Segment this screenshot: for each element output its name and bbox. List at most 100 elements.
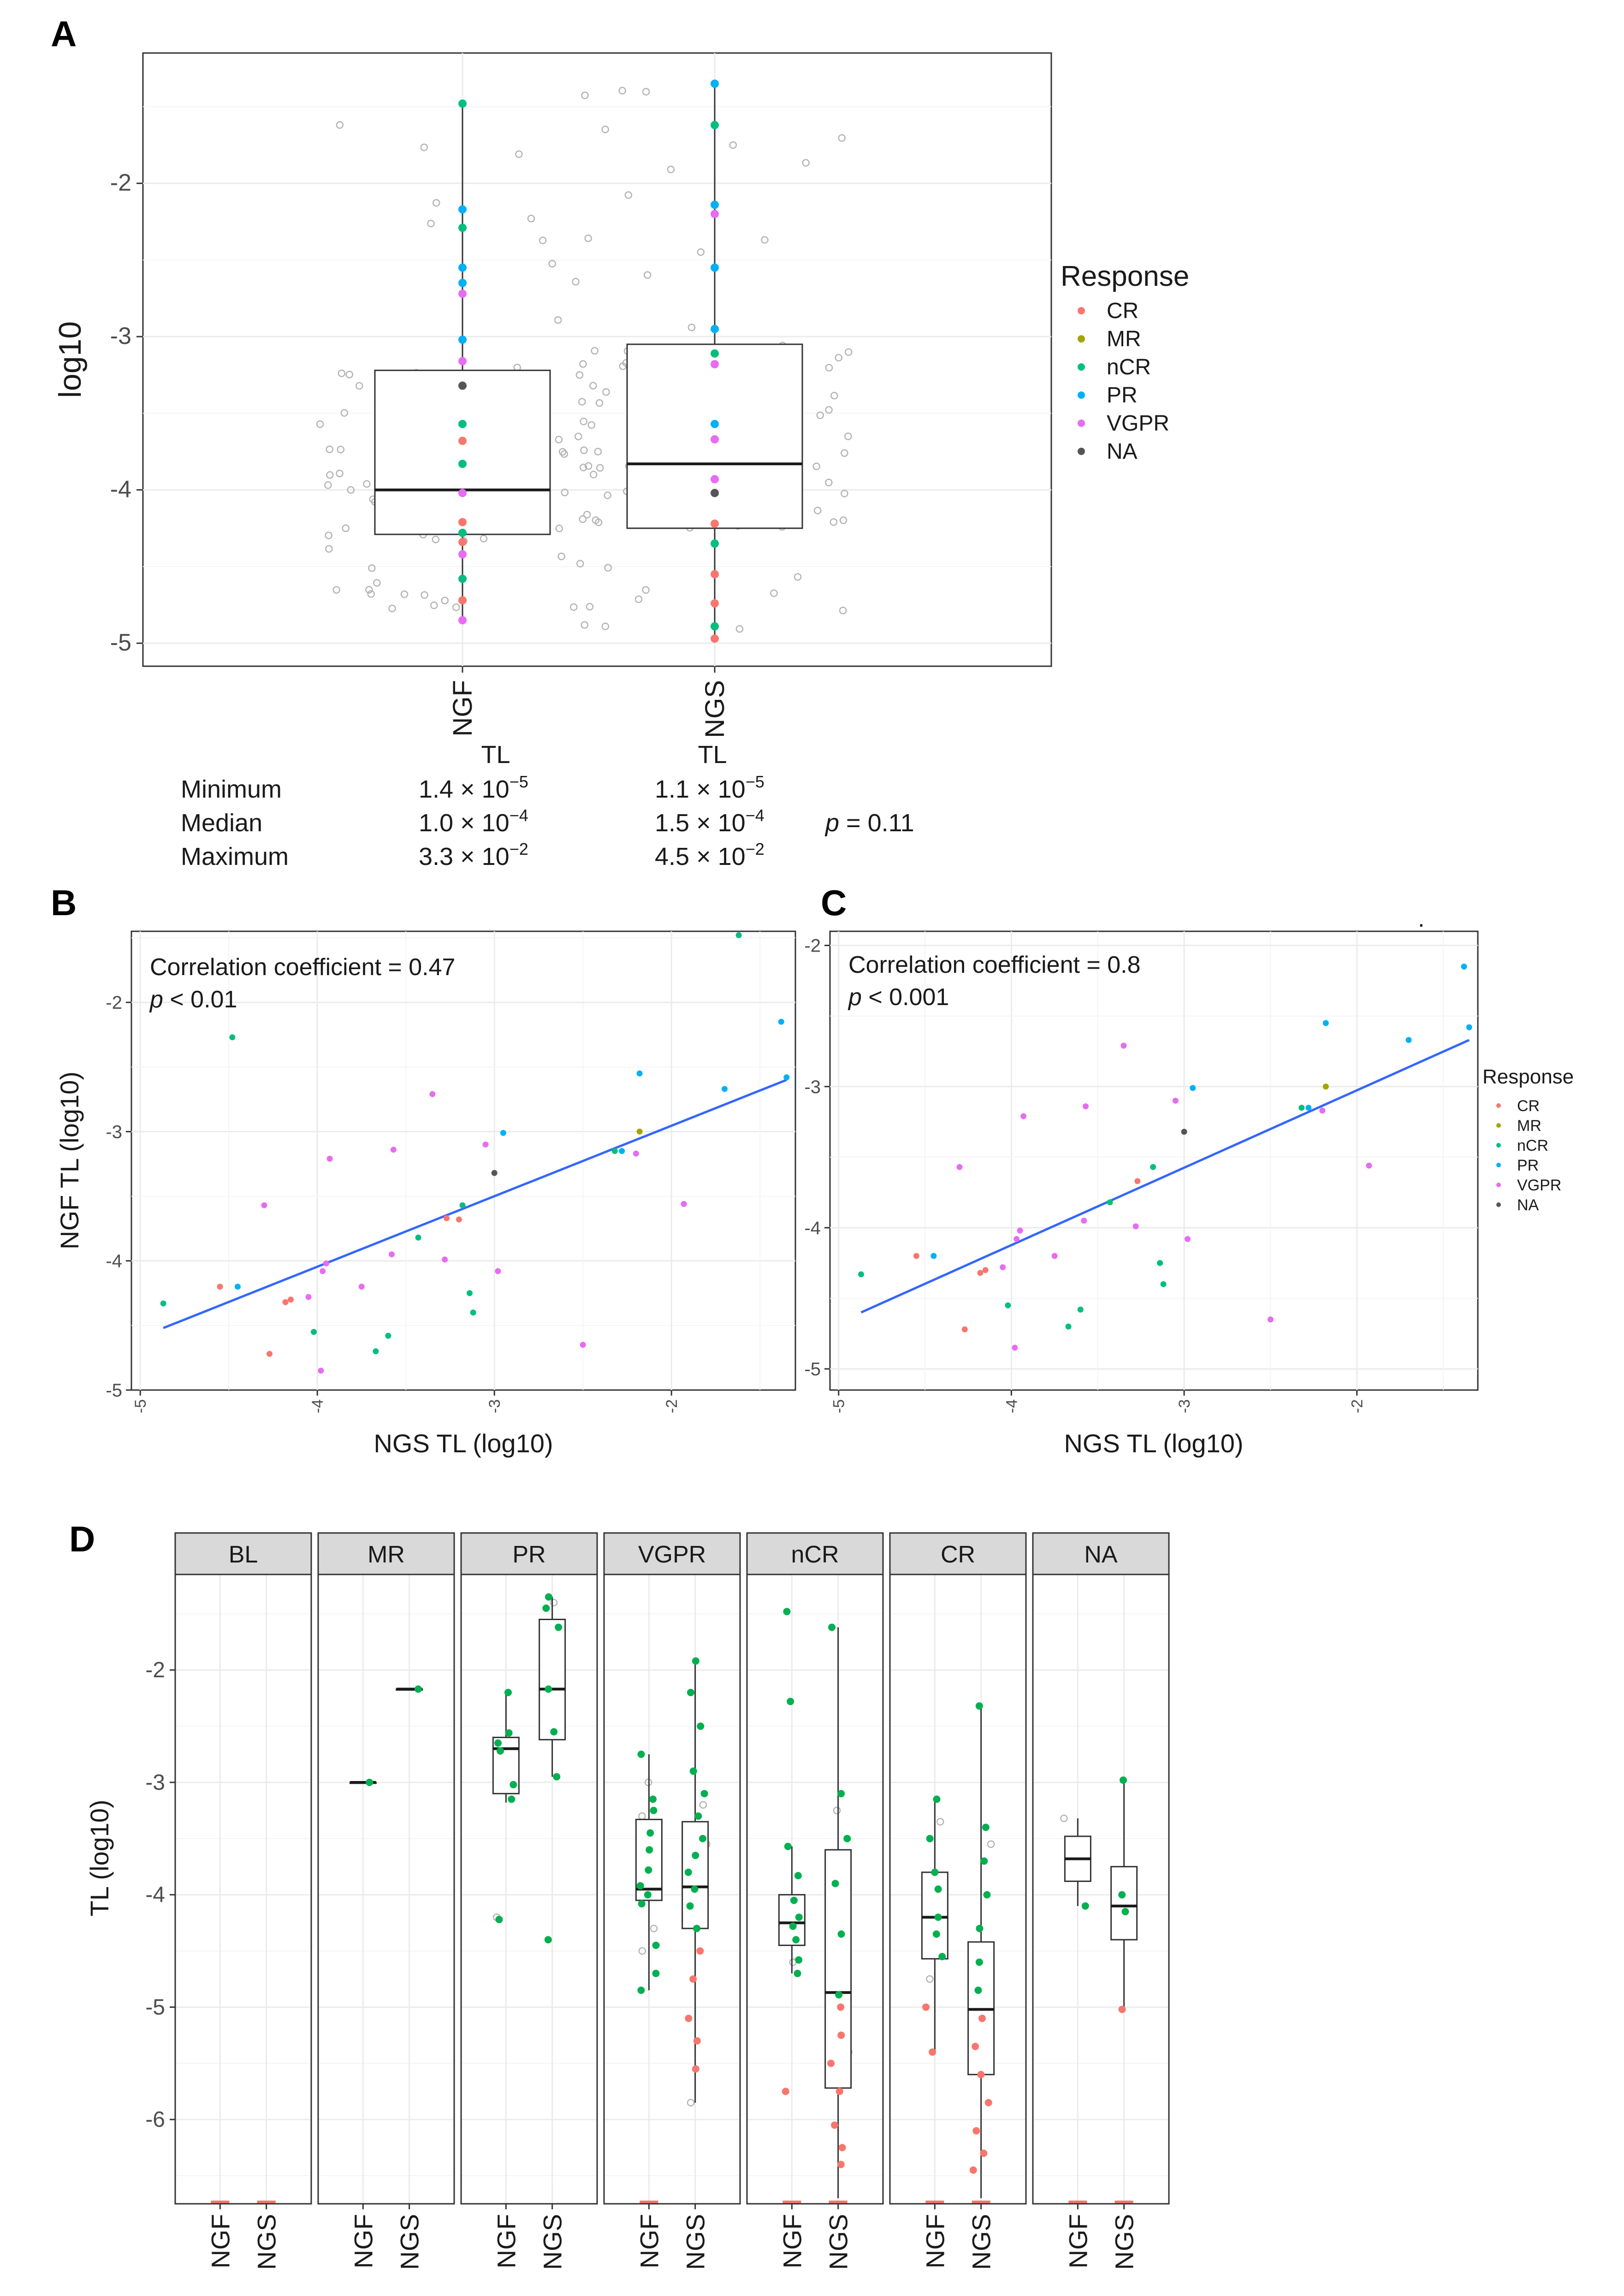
point-pr [721, 1086, 728, 1092]
box-ngf [921, 1871, 948, 1960]
legend-key-vgpr [1078, 420, 1085, 427]
x-tick-label: -2 [663, 1399, 681, 1413]
point-pr [778, 1018, 784, 1025]
x-tick-label: -5 [132, 1399, 149, 1413]
point-pr [458, 263, 467, 272]
point-green [508, 1795, 516, 1803]
point-ncr [1065, 1323, 1072, 1330]
jitter-point [337, 445, 345, 454]
jitter-point [400, 590, 409, 598]
jitter-point [596, 464, 604, 472]
jitter-point [770, 589, 778, 597]
point-vgpr [1185, 1236, 1191, 1242]
regression-line [860, 1039, 1470, 1314]
legend-items: CR MR nCR PR VGPR NA [1078, 299, 1169, 464]
x-tick-label: NGF [634, 2214, 664, 2268]
x-tick-label: NGF [1063, 2214, 1092, 2268]
point-cr [913, 1253, 919, 1259]
point-ncr [311, 1329, 317, 1335]
panel-c-frame [829, 930, 1479, 1391]
jitter-point [340, 409, 348, 417]
point-green [638, 1900, 646, 1908]
facet-strip-label: BL [229, 1541, 258, 1568]
stats-row-maximum: Maximum [181, 843, 289, 870]
point-green [1120, 1776, 1127, 1784]
point-pr [619, 1148, 625, 1154]
point-green [1118, 1891, 1126, 1899]
x-tick-label: -3 [1176, 1399, 1193, 1413]
x-tick-label: NGS [700, 680, 730, 738]
point-cr [458, 538, 467, 546]
point-green [700, 1790, 708, 1798]
point-green [652, 1941, 660, 1949]
legend-key-ncr [1078, 363, 1085, 371]
point-red [969, 2166, 977, 2174]
point-ncr [385, 1332, 391, 1339]
panel-a-x-ticks: NGF NGS [448, 666, 730, 738]
point-green [783, 1608, 791, 1615]
jitter-point [667, 166, 675, 173]
jitter-point [825, 406, 833, 414]
facet-strip [460, 1532, 598, 1575]
jitter-point [432, 535, 440, 544]
panel-c-x-title: NGS TL (log10) [1064, 1429, 1243, 1458]
y-tick-label: -2 [145, 1658, 165, 1682]
point-red [837, 2160, 845, 2168]
point-vgpr [711, 210, 719, 219]
point-pr [458, 335, 467, 344]
x-tick-label: NGF [448, 680, 478, 736]
point-vgpr [458, 616, 467, 625]
facet-strip-label: CR [941, 1541, 975, 1568]
jitter-point [602, 388, 610, 396]
point-green [542, 1604, 550, 1612]
panel-label-c: C [821, 882, 847, 923]
facet-strip-label: VGPR [638, 1541, 706, 1568]
point-red [692, 2065, 699, 2073]
point-green [649, 1795, 657, 1803]
point-ncr [711, 622, 719, 631]
point-green [976, 1924, 984, 1932]
jitter-point [579, 515, 587, 523]
point-ncr [458, 420, 467, 428]
jitter-point [813, 507, 822, 515]
point-vgpr [1051, 1253, 1058, 1259]
point-vgpr [1083, 1103, 1089, 1110]
panel-c-grid [830, 931, 1478, 1390]
jitter-point [569, 603, 578, 611]
point-cr [982, 1267, 989, 1273]
point-vgpr [482, 1141, 489, 1148]
jitter-point [624, 191, 633, 199]
jitter-point [336, 121, 344, 129]
point-green [495, 1916, 503, 1923]
panel-d-facets: BL NGF NGS MR NGF NGS PR NGF NGS VGPR NGF NGS nCR NGF… [174, 1532, 1170, 2270]
jitter-point [332, 586, 340, 594]
facet-strip [1032, 1532, 1170, 1575]
point-ncr [735, 932, 742, 938]
panel-c-legend-key-na [1496, 1202, 1501, 1207]
point-pr [783, 1074, 790, 1081]
jitter-point [427, 219, 435, 228]
point-vgpr [711, 360, 719, 368]
point-red [685, 2014, 693, 2022]
panel-b-frame [130, 930, 796, 1391]
y-tick-label: -5 [145, 1995, 165, 2019]
point-green [983, 1891, 991, 1899]
jitter-point [844, 432, 852, 440]
legend-key-cr [1078, 307, 1085, 314]
legend-label-na: NA [1107, 439, 1138, 464]
panel-b-x-ticks: -5 -4 -3 -2 [132, 1390, 681, 1413]
point-vgpr [1319, 1107, 1326, 1114]
jitter-point [584, 234, 593, 243]
jitter-point [699, 1801, 707, 1809]
x-tick-label: NGS [395, 2214, 424, 2270]
jitter-point [554, 316, 562, 324]
jitter-point [830, 391, 838, 400]
facet-bg [890, 1574, 1026, 2204]
panel-b-x-title: NGS TL (log10) [373, 1429, 553, 1458]
jitter-point [643, 271, 652, 279]
point-green [494, 1739, 502, 1747]
point-red [972, 2127, 980, 2135]
y-tick-label: -2 [804, 936, 821, 956]
facet-strip [603, 1532, 741, 1575]
point-green [636, 1882, 644, 1890]
